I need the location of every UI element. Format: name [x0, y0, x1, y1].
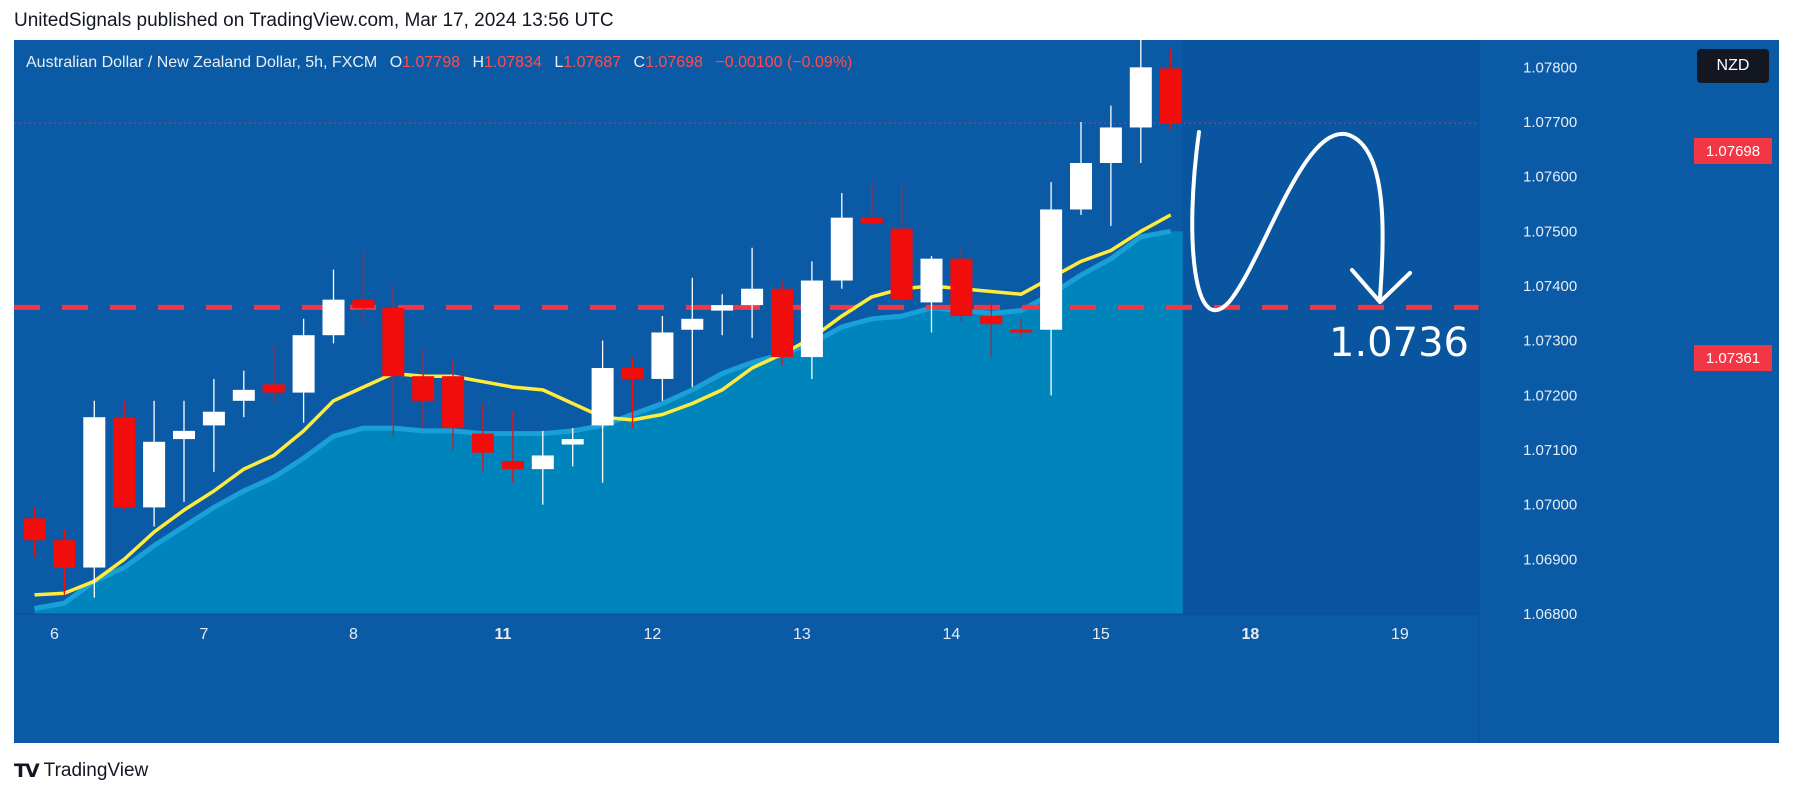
price-tick-label: 1.07700	[1523, 114, 1577, 131]
candle-body	[53, 540, 76, 568]
low-label: L	[554, 54, 564, 71]
publisher-line: UnitedSignals published on TradingView.c…	[14, 10, 614, 31]
symbol-legend[interactable]: Australian Dollar / New Zealand Dollar, …	[26, 54, 852, 72]
price-chart[interactable]: 1.0736 1.07800 1.07700 1.07600 1.07500 1.074…	[14, 40, 1779, 743]
candle-body	[202, 411, 225, 426]
high-value: 1.07834	[484, 54, 542, 71]
candle-body	[711, 305, 734, 311]
time-tick-label: 11	[494, 626, 511, 643]
candle-body	[651, 332, 674, 379]
brand-name: TradingView	[43, 760, 149, 781]
candle-body	[771, 288, 793, 358]
time-tick-label: 15	[1092, 626, 1110, 643]
candle-body	[173, 430, 195, 440]
candle-body	[501, 460, 524, 470]
candle-body	[1040, 209, 1063, 330]
price-tick-label: 1.07500	[1523, 223, 1577, 240]
candle-body	[920, 258, 943, 303]
currency-badge[interactable]: NZD	[1697, 49, 1769, 83]
candle-body	[472, 433, 494, 453]
candle-body	[531, 455, 554, 470]
price-tick-label: 1.07400	[1523, 278, 1577, 295]
price-tick-label: 1.07100	[1523, 442, 1577, 459]
forecast-arrowhead	[1350, 268, 1412, 304]
candle-body	[412, 376, 435, 401]
candle-body	[292, 335, 315, 393]
reference-lines	[14, 122, 1714, 310]
price-tick-label: 1.07300	[1523, 333, 1577, 350]
chart-panel[interactable]: 1.0736 1.07800 1.07700 1.07600 1.07500 1.074…	[14, 40, 1779, 743]
candle-body	[23, 518, 46, 541]
candle-body	[352, 299, 375, 308]
candle-body	[591, 368, 614, 426]
forecast-path	[1190, 130, 1385, 312]
time-tick-label: 12	[644, 626, 662, 643]
close-label: C	[633, 54, 646, 71]
tradingview-logo-icon: TV	[14, 760, 40, 782]
time-tick-label: 18	[1242, 626, 1260, 643]
area-fill	[34, 231, 1183, 615]
time-tick-label: 8	[349, 626, 358, 643]
candle-body	[262, 384, 285, 393]
candle-body	[113, 417, 136, 508]
time-tick-label: 6	[50, 626, 59, 643]
time-axis: 6 7 8 11 12 13 14 15 18 19	[14, 613, 1479, 643]
close-value: 1.07698	[645, 54, 703, 71]
candle-body	[741, 288, 764, 306]
candle-body	[442, 376, 465, 429]
candle-body	[980, 316, 1003, 325]
footer-branding[interactable]: TV TradingView	[14, 760, 148, 782]
candles-layer	[23, 40, 1182, 598]
price-tick-label: 1.06800	[1523, 606, 1577, 623]
candle-body	[860, 217, 883, 224]
candle-body	[561, 439, 584, 445]
candle-body	[830, 217, 853, 281]
candle-body	[382, 307, 405, 377]
low-value: 1.07687	[563, 54, 622, 71]
open-value: 1.07798	[402, 54, 460, 71]
time-tick-label: 7	[199, 626, 208, 643]
candle-body	[890, 228, 913, 300]
candle-body	[681, 318, 704, 330]
price-tick-label: 1.07000	[1523, 497, 1577, 514]
forecast-drawing: 1.0736	[1190, 130, 1469, 366]
candle-body	[800, 280, 823, 358]
candle-body	[1099, 127, 1122, 163]
symbol-title: Australian Dollar / New Zealand Dollar, …	[26, 54, 378, 71]
price-tick-label: 1.07800	[1523, 59, 1577, 76]
target-price-tag: 1.07361	[1694, 345, 1772, 371]
candle-body	[1129, 67, 1152, 128]
target-price-label: 1.0736	[1329, 320, 1469, 366]
time-tick-label: 14	[943, 626, 961, 643]
candle-body	[322, 299, 345, 336]
candle-body	[621, 368, 644, 379]
candle-body	[1159, 68, 1182, 124]
current-price-tag: 1.07698	[1694, 138, 1772, 164]
price-tick-label: 1.06900	[1523, 551, 1577, 568]
time-tick-label: 13	[793, 626, 811, 643]
price-tick-label: 1.07200	[1523, 387, 1577, 404]
candle-body	[950, 258, 973, 317]
candle-body	[1070, 163, 1092, 210]
candle-body	[1010, 329, 1033, 333]
candle-body	[143, 441, 166, 508]
change-value: −0.00100 (−0.09%)	[715, 54, 853, 71]
price-tick-label: 1.07600	[1523, 169, 1577, 186]
area-layer	[34, 40, 1479, 615]
time-tick-label: 19	[1391, 626, 1409, 643]
open-label: O	[389, 54, 403, 71]
price-axis: 1.07800 1.07700 1.07600 1.07500 1.07400 1.073…	[1478, 40, 1779, 743]
candle-body	[232, 389, 255, 401]
candle-body	[83, 417, 106, 568]
high-label: H	[472, 54, 485, 71]
